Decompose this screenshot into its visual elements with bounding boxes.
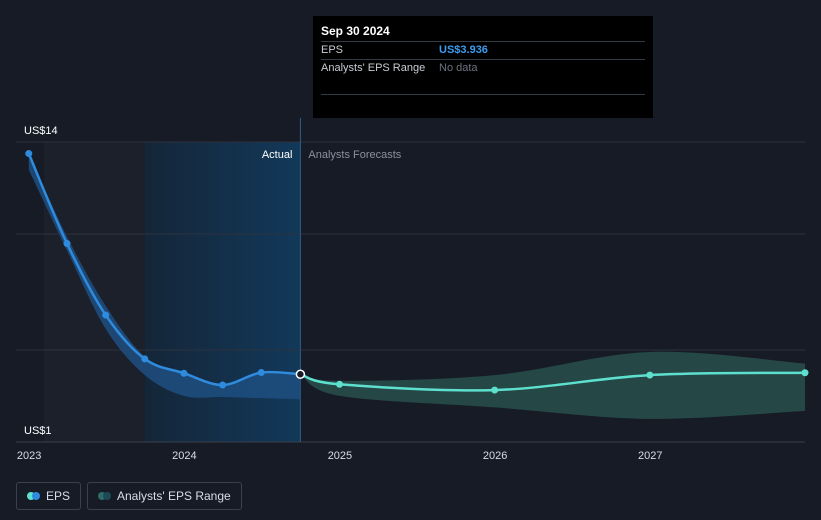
- forecast-label: Analysts Forecasts: [308, 149, 401, 161]
- eps-chart: US$14 US$1 2023 2024 2025 2026 2027 Actual Analy…: [16, 118, 809, 462]
- tooltip-eps-value: US$3.936: [439, 44, 488, 56]
- eps-point-actual: [257, 369, 265, 377]
- tooltip-range-row: Analysts' EPS Range No data: [321, 59, 645, 77]
- y-axis-label-top: US$14: [24, 125, 58, 137]
- eps-point-actual: [63, 240, 71, 248]
- hover-tooltip: Sep 30 2024 EPS US$3.936 Analysts' EPS R…: [313, 16, 653, 118]
- legend-eps[interactable]: EPS: [16, 482, 82, 510]
- legend-analysts-range[interactable]: Analysts' EPS Range: [87, 482, 242, 510]
- tooltip-eps-label: EPS: [321, 44, 344, 56]
- eps-point-actual: [102, 311, 110, 319]
- x-tick-label: 2023: [17, 450, 41, 462]
- eps-highlight-point: [295, 369, 306, 379]
- eps-legend-icon: [27, 492, 40, 500]
- tooltip-eps-row: EPS US$3.936: [321, 41, 645, 59]
- x-tick-label: 2024: [172, 450, 196, 462]
- y-axis-label-bottom: US$1: [24, 425, 52, 437]
- tooltip-range-label: Analysts' EPS Range: [321, 62, 426, 74]
- eps-point-forecast: [336, 380, 344, 388]
- eps-point-forecast: [801, 369, 809, 377]
- legend-range-label: Analysts' EPS Range: [117, 489, 231, 503]
- eps-point-actual: [219, 381, 227, 389]
- x-tick-label: 2027: [638, 450, 662, 462]
- actual-label: Actual: [262, 149, 293, 161]
- range-legend-icon: [98, 492, 111, 500]
- x-tick-label: 2026: [483, 450, 507, 462]
- tooltip-date: Sep 30 2024: [321, 24, 390, 38]
- eps-point-actual: [141, 355, 149, 363]
- eps-point-actual: [180, 369, 188, 377]
- eps-point-forecast: [646, 371, 654, 379]
- legend-eps-label: EPS: [46, 489, 71, 503]
- x-tick-label: 2025: [328, 450, 352, 462]
- tooltip-divider: [321, 94, 645, 119]
- eps-point-actual: [25, 150, 33, 158]
- eps-point-forecast: [491, 386, 499, 394]
- tooltip-range-value: No data: [439, 62, 478, 74]
